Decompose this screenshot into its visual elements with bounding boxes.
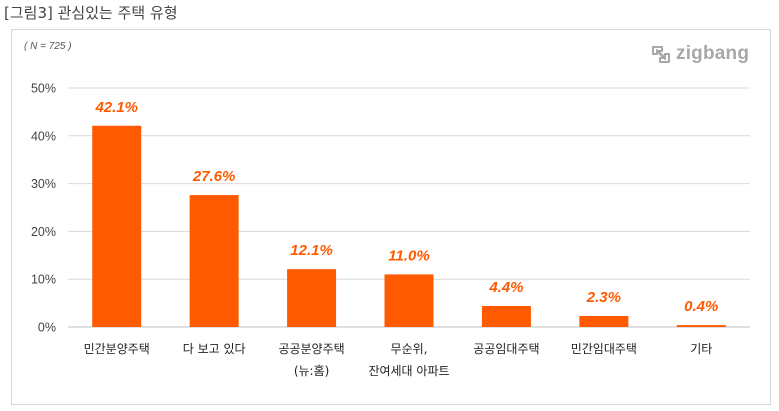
category-label: 공공임대주택 — [473, 342, 539, 356]
data-label: 11.0% — [388, 247, 429, 264]
bar — [481, 305, 531, 327]
y-tick-label: 30% — [31, 177, 56, 191]
data-label: 27.6% — [192, 168, 236, 185]
y-tick-label: 0% — [38, 321, 56, 335]
category-label: 민간임대주택 — [571, 342, 637, 356]
category-label: 민간분양주택 — [84, 342, 150, 356]
category-label: 잔여세대 아파트 — [368, 364, 449, 378]
data-label: 0.4% — [684, 298, 718, 315]
category-label: 다 보고 있다 — [183, 342, 246, 356]
logo-text: zigbang — [676, 43, 750, 64]
data-label: 12.1% — [290, 242, 333, 259]
bar — [579, 316, 629, 327]
category-label: 공공분양주택 — [278, 342, 344, 356]
category-label: (뉴:홈) — [294, 364, 330, 378]
data-label: 2.3% — [586, 289, 621, 306]
category-label: 무순위, — [391, 342, 428, 356]
figure-caption: [그림3] 관심있는 주택 유형 — [4, 4, 178, 22]
zigbang-logo-icon — [652, 46, 670, 63]
bar — [189, 195, 239, 327]
y-tick-label: 40% — [31, 129, 56, 143]
bar — [384, 274, 434, 327]
y-tick-label: 20% — [31, 225, 56, 239]
bar — [287, 269, 337, 327]
bar — [676, 325, 726, 327]
zigbang-logo: zigbang — [650, 43, 749, 65]
y-tick-label: 10% — [31, 273, 56, 287]
sample-size-note: ( N = 725 ) — [24, 41, 72, 52]
bar — [92, 125, 142, 328]
category-label: 기타 — [690, 342, 712, 356]
data-label: 42.1% — [94, 99, 138, 116]
data-label: 4.4% — [488, 279, 523, 296]
y-tick-label: 50% — [31, 82, 56, 96]
